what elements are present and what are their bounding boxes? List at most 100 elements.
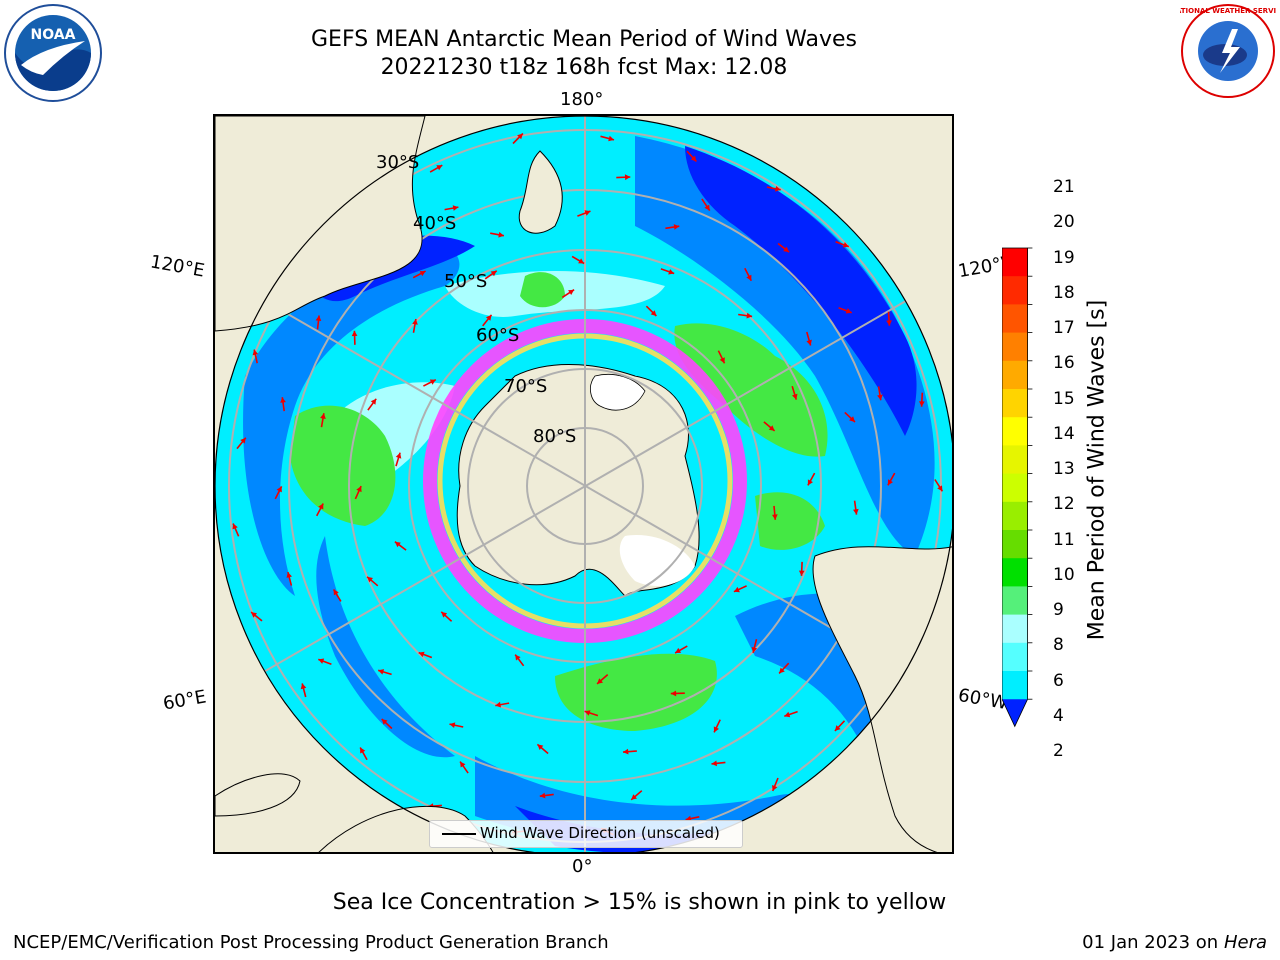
wind-arrow-head (772, 785, 778, 791)
wind-arrow-head (251, 612, 257, 618)
wave-band-blue-3 (316, 536, 455, 758)
wind-arrow-head (772, 514, 778, 520)
colorbar-segment (1002, 473, 1028, 503)
wind-arrow-head (232, 523, 238, 530)
legend-line-sample (442, 833, 476, 835)
wind-arrow-head (578, 258, 585, 264)
wind-arrow-head (673, 224, 680, 230)
colorbar-segment (1002, 332, 1028, 362)
lat-label-70s: 70°S (504, 376, 548, 397)
lon-label-120e: 120°E (148, 251, 207, 282)
wind-arrow-head (360, 747, 366, 754)
wind-arrow-head (746, 312, 753, 319)
wind-arrow-head (412, 319, 418, 325)
wind-arrow-head (751, 647, 758, 653)
polar-map (215, 116, 952, 852)
madagascar (215, 773, 301, 817)
wind-arrow-head (834, 725, 841, 731)
wind-arrow-head (853, 508, 859, 515)
colorbar-tick-label: 13 (1053, 459, 1075, 479)
wave-band-deep-1 (685, 146, 917, 436)
wind-arrow-head (378, 669, 385, 675)
wind-arrow-head (690, 155, 697, 162)
wind-arrow-head (351, 330, 358, 337)
colorbar-tick-label: 15 (1053, 388, 1075, 409)
wind-arrow-head (315, 315, 322, 321)
colorbar-tick-label: 18 (1053, 282, 1075, 303)
colorbar-tick-label: 19 (1053, 247, 1075, 268)
wind-arrow-head (623, 748, 629, 755)
wind-arrow-head (886, 320, 892, 326)
green-patch-3 (755, 492, 825, 550)
wind-arrow-head (798, 570, 805, 576)
wind-arrow-head (370, 398, 377, 405)
colorbar-tick-label: 8 (1053, 635, 1064, 656)
wind-arrow-head (937, 485, 943, 492)
green-patch-1 (290, 405, 396, 526)
lat-label-60s: 60°S (476, 325, 520, 346)
wind-arrow-head (280, 397, 286, 403)
colorbar-segment (1002, 389, 1028, 418)
colorbar-tick-label: 9 (1053, 600, 1064, 620)
nws-logo: NATIONAL WEATHER SERVICE (1170, 3, 1280, 99)
colorbar-segment (1002, 614, 1028, 644)
wind-arrow-head (515, 654, 521, 661)
wind-arrow-head (460, 761, 466, 768)
wave-band-blue-2 (243, 244, 460, 596)
ross-ice-shelf (590, 374, 646, 411)
wind-arrow-head (849, 416, 855, 422)
colorbar-tick-label: 2 (1053, 741, 1064, 761)
colorbar-segment (1002, 304, 1028, 333)
colorbar-tick-label: 17 (1053, 318, 1075, 338)
wind-arrow-head (436, 165, 443, 171)
wind-arrow-head (429, 379, 436, 385)
wind-arrow-head (746, 274, 752, 281)
wind-arrow-head (845, 308, 852, 314)
wind-arrow-head (395, 452, 402, 459)
australia-coast (215, 116, 426, 332)
sea-ice-note: Sea Ice Concentration > 15% is shown in … (332, 890, 947, 915)
colorbar-tick-label: 16 (1053, 353, 1075, 374)
wind-arrow-head (356, 486, 362, 493)
wind-wave-arrows (232, 132, 944, 836)
wind-arrow-head (418, 651, 425, 658)
wind-arrow-head (318, 658, 325, 664)
wind-arrow-head (584, 210, 591, 216)
wind-arrow-head (887, 479, 893, 486)
wind-arrow-head (568, 289, 575, 295)
wind-arrow-head (490, 270, 497, 277)
colorbar-tick-label: 20 (1053, 212, 1075, 233)
wind-arrow-head (807, 479, 813, 486)
colorbar-segment (1002, 501, 1028, 531)
wind-arrow-head (670, 690, 677, 697)
svg-text:NATIONAL WEATHER SERVICE: NATIONAL WEATHER SERVICE (1180, 7, 1276, 15)
wind-arrow-head (367, 576, 373, 583)
map-legend: Wind Wave Direction (unscaled) (429, 820, 743, 848)
wind-arrow-head (381, 719, 388, 725)
noaa-logo: NOAA (3, 3, 103, 103)
wind-arrow-head (919, 401, 925, 407)
wind-arrow-head (650, 310, 657, 316)
wind-arrow-head (877, 394, 883, 401)
colorbar-tick-label: 4 (1053, 705, 1064, 726)
wind-arrow-head (719, 357, 725, 364)
south-america-coast (812, 546, 952, 852)
wind-arrow-head (449, 722, 456, 728)
colorbar-segment (1002, 586, 1028, 615)
lon-label-0: 0° (572, 856, 593, 877)
wind-arrow-head (704, 204, 710, 211)
wind-arrow-head (240, 437, 246, 444)
colorbar-tick-label: 14 (1053, 423, 1075, 444)
wind-arrow-head (333, 589, 339, 596)
chart-subtitle: 20221230 t18z 168h fcst Max: 12.08 (380, 55, 788, 80)
lat-label-40s: 40°S (413, 213, 457, 234)
wind-arrow-head (597, 678, 603, 684)
wind-arrow-head (792, 393, 798, 400)
chart-title: GEFS MEAN Antarctic Mean Period of Wind … (311, 27, 857, 52)
wind-arrow-head (806, 339, 812, 346)
colorbar-segment (1002, 642, 1028, 672)
lat-label-80s: 80°S (533, 426, 577, 447)
svg-text:NOAA: NOAA (31, 27, 76, 43)
new-zealand (518, 150, 563, 234)
wind-arrow-head (584, 710, 591, 716)
